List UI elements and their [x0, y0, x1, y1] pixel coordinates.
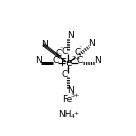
Text: N: N [94, 56, 101, 65]
Text: N: N [35, 56, 42, 65]
Text: 2+: 2+ [71, 56, 81, 61]
Text: C: C [77, 56, 83, 65]
Text: N: N [88, 39, 95, 48]
Text: Fe: Fe [61, 58, 73, 68]
Text: C: C [74, 48, 81, 57]
Text: NH: NH [58, 110, 71, 119]
Text: C: C [62, 70, 68, 79]
Text: C: C [55, 49, 62, 58]
Text: ⁻: ⁻ [57, 54, 60, 59]
Text: C: C [62, 47, 68, 56]
Text: N: N [68, 31, 74, 40]
Text: 3+: 3+ [71, 93, 80, 98]
Text: N: N [41, 40, 48, 49]
Text: ⁻: ⁻ [79, 46, 82, 51]
Text: ⁻: ⁻ [82, 54, 85, 59]
Text: Fe: Fe [62, 95, 72, 104]
Text: ⁻: ⁻ [67, 68, 70, 73]
Text: +: + [73, 111, 78, 116]
Text: ⁻: ⁻ [67, 45, 70, 50]
Text: C: C [53, 56, 59, 65]
Text: 4: 4 [71, 114, 75, 119]
Text: N: N [68, 86, 74, 95]
Text: ⁻: ⁻ [60, 47, 63, 52]
